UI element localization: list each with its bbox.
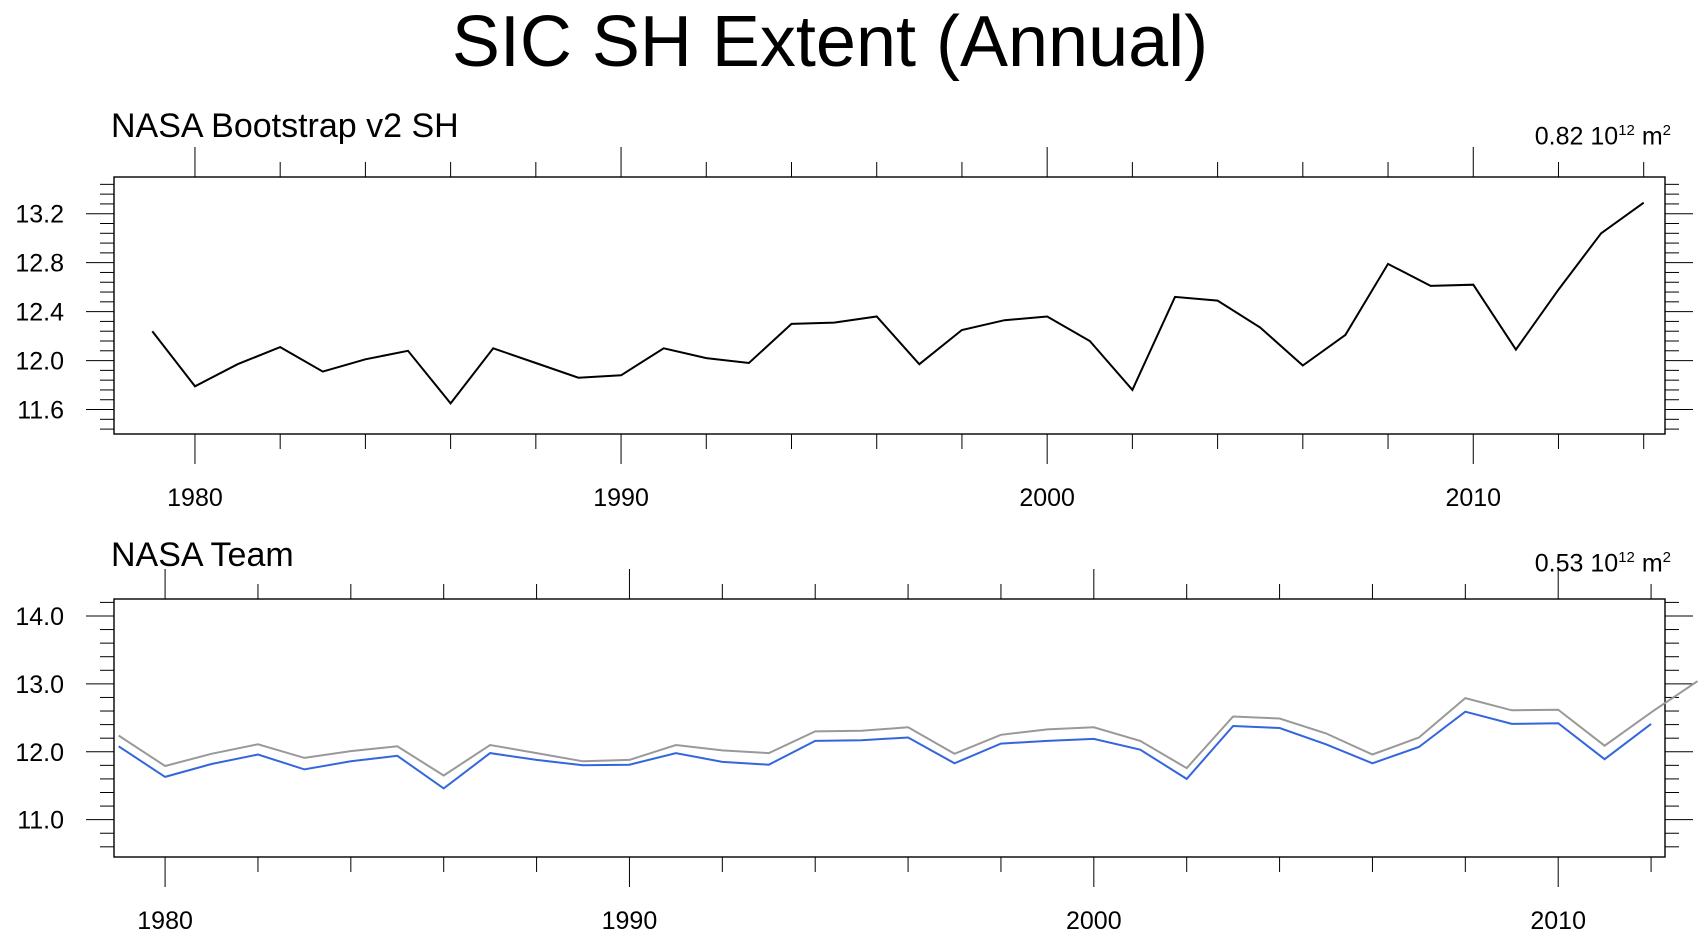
panel-1-units: 0.82 1012 m2 <box>1535 116 1671 151</box>
panel-2-units-value: 0.53 <box>1534 549 1584 578</box>
panel-2-xtick-label: 1980 <box>137 907 193 935</box>
panel-1-xtick-label: 1990 <box>593 484 649 512</box>
panel-2-ytick-label: 11.0 <box>17 807 64 835</box>
panel-1-xtick-label: 2000 <box>1019 484 1075 512</box>
panel-2-units: 0.53 1012 m2 <box>1535 543 1671 578</box>
panel-2-ytick-label: 14.0 <box>15 603 64 631</box>
panel-1-ytick-label: 13.2 <box>15 201 64 229</box>
panel-1-ytick-label: 11.6 <box>17 397 64 425</box>
panel-1-ytick-label: 12.8 <box>15 250 64 278</box>
panel-2-xtick-label: 2000 <box>1066 907 1122 935</box>
panel-1-series-1-line <box>151 201 1645 406</box>
panel-2-series-1-line <box>118 680 1699 777</box>
panel-1-xtick-label: 1980 <box>167 484 223 512</box>
panel-1-units-unit: m <box>1641 122 1663 151</box>
panel-2-units-unit: m <box>1641 549 1663 578</box>
panel-1-title: NASA Bootstrap v2 SH <box>111 107 459 145</box>
panel-1-units-unit-exponent: 2 <box>1662 122 1671 139</box>
panel-2-title: NASA Team <box>111 536 294 574</box>
panel-1-frame <box>113 176 1666 435</box>
panel-1-units-base: 10 <box>1590 122 1619 151</box>
panel-2-ytick-label: 12.0 <box>15 739 64 767</box>
panel-2-series-2-line <box>118 710 1652 790</box>
panel-1-ytick-label: 12.0 <box>15 348 64 376</box>
panel-2-units-exponent: 12 <box>1618 549 1635 566</box>
panel-1-units-value: 0.82 <box>1534 122 1584 151</box>
panel-2-xtick-label: 2010 <box>1530 907 1586 935</box>
panel-2-units-unit-exponent: 2 <box>1662 549 1671 566</box>
panel-1-units-exponent: 12 <box>1618 122 1635 139</box>
panel-1-ytick-label: 12.4 <box>15 299 64 327</box>
panel-1-xtick-label: 2010 <box>1445 484 1501 512</box>
panel-2-ytick-label: 13.0 <box>15 671 64 699</box>
panel-2-units-base: 10 <box>1590 549 1619 578</box>
panel-2-frame <box>113 598 1666 858</box>
page-title: SIC SH Extent (Annual) <box>451 2 1209 82</box>
panel-2-xtick-label: 1990 <box>602 907 658 935</box>
